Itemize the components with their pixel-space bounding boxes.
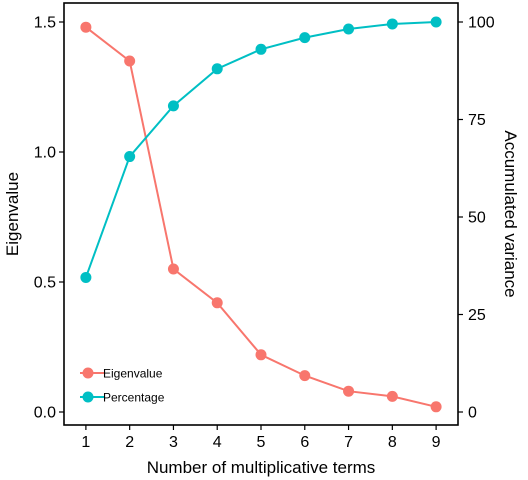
- eigenvalue-point: [124, 56, 135, 67]
- legend-eigenvalue-label: Eigenvalue: [103, 367, 163, 381]
- eigenvalue-point: [343, 386, 354, 397]
- x-tick-label: 2: [125, 434, 134, 451]
- y2-axis-title: Accumulated variance: [501, 130, 520, 297]
- y2-tick-label: 75: [468, 112, 486, 129]
- percentage-point: [168, 100, 179, 111]
- y-tick-label: 0.0: [34, 405, 56, 422]
- x-tick-label: 9: [432, 434, 441, 451]
- x-tick-label: 3: [169, 434, 178, 451]
- y2-tick-label: 25: [468, 307, 486, 324]
- eigenvalue-point: [387, 391, 398, 402]
- y2-tick-label: 100: [468, 15, 495, 32]
- percentage-point: [343, 24, 354, 35]
- legend-eigenvalue-marker: [83, 368, 94, 379]
- y2-tick-label: 50: [468, 210, 486, 227]
- eigenvalue-point: [431, 401, 442, 412]
- percentage-point: [387, 18, 398, 29]
- eigenvalue-point: [299, 370, 310, 381]
- x-tick-label: 4: [213, 434, 222, 451]
- eigenvalue-point: [256, 349, 267, 360]
- y-tick-label: 1.0: [34, 145, 56, 162]
- percentage-point: [80, 272, 91, 283]
- eigenvalue-point: [80, 22, 91, 33]
- eigenvalue-point: [212, 297, 223, 308]
- x-tick-label: 1: [81, 434, 90, 451]
- legend-percentage-marker: [83, 392, 94, 403]
- y-tick-label: 0.5: [34, 275, 56, 292]
- percentage-point: [124, 151, 135, 162]
- percentage-point: [212, 63, 223, 74]
- legend-percentage-label: Percentage: [103, 391, 165, 405]
- eigenvalue-point: [168, 264, 179, 275]
- percentage-point: [431, 17, 442, 28]
- percentage-point: [256, 44, 267, 55]
- x-tick-label: 7: [344, 434, 353, 451]
- y-axis-title: Eigenvalue: [3, 172, 22, 256]
- x-tick-label: 6: [300, 434, 309, 451]
- y-tick-label: 1.5: [34, 15, 56, 32]
- x-axis-title: Number of multiplicative terms: [147, 458, 376, 477]
- y2-tick-label: 0: [468, 405, 477, 422]
- x-tick-label: 5: [257, 434, 266, 451]
- x-tick-label: 8: [388, 434, 397, 451]
- percentage-point: [299, 32, 310, 43]
